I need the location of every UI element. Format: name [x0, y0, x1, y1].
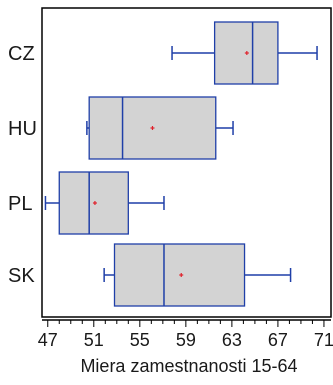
category-label-hu: HU: [8, 118, 37, 140]
x-tick-label: 55: [130, 330, 150, 350]
category-label-sk: SK: [8, 265, 35, 287]
box-sk: [103, 243, 292, 307]
box-hu: [86, 96, 234, 160]
plot-frame: [41, 7, 332, 318]
x-tick-label: 47: [38, 330, 58, 350]
x-tick-label: 51: [84, 330, 104, 350]
x-tick-label: 71: [314, 330, 333, 350]
category-label-cz: CZ: [8, 43, 35, 65]
box-pl: [44, 171, 165, 235]
x-axis-title: Miera zamestnanosti 15-64: [80, 356, 297, 376]
x-tick-label: 59: [176, 330, 196, 350]
category-label-pl: PL: [8, 193, 32, 215]
box-layer: [44, 21, 318, 307]
plot-frame-layer: [41, 7, 332, 318]
box-cz: [171, 21, 318, 85]
x-tick-label: 63: [222, 330, 242, 350]
category-labels: CZ HU PL SK: [8, 43, 37, 287]
x-tick-label: 67: [268, 330, 288, 350]
x-axis: 47 51 55 59 63 67 71: [38, 319, 333, 350]
